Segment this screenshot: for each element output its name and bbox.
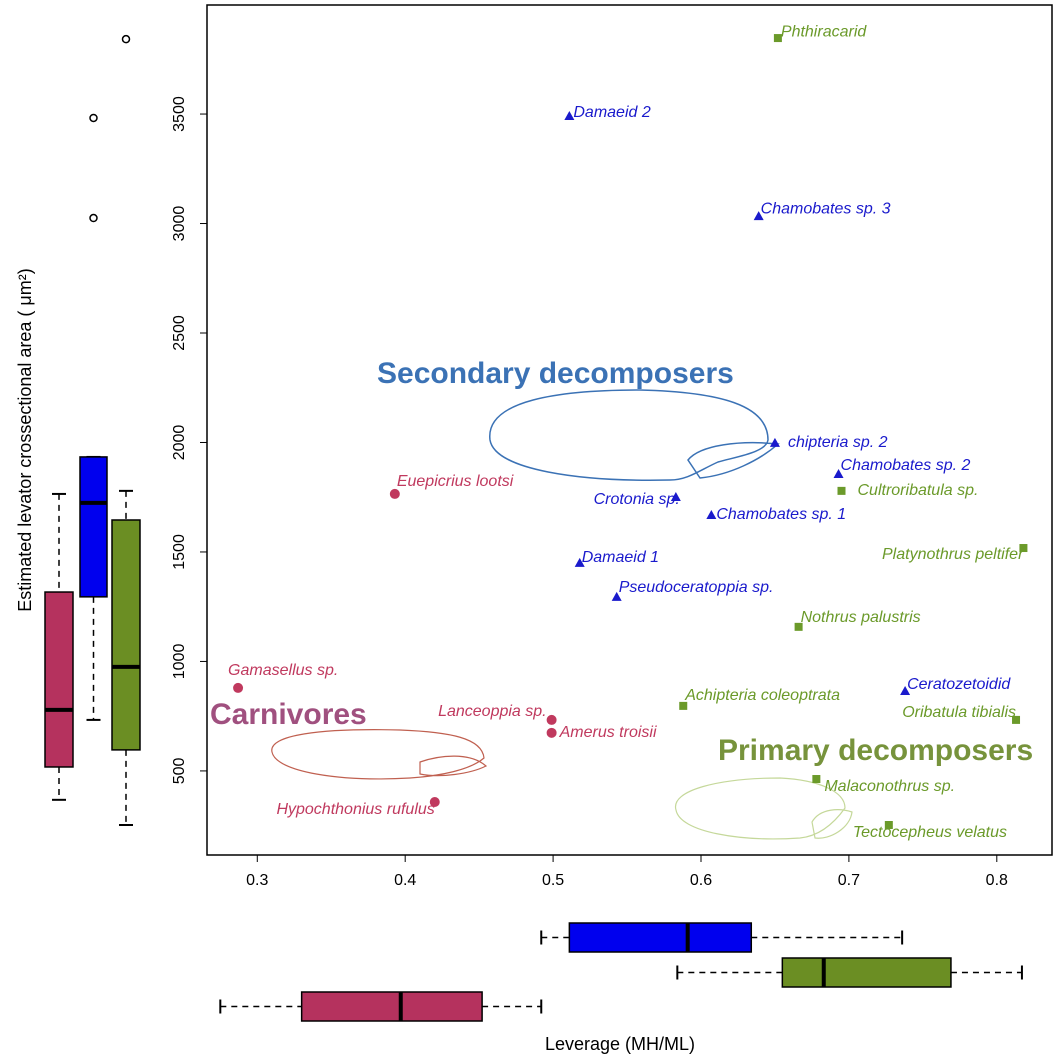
x-axis-label: Leverage (MH/ML) — [545, 1034, 695, 1054]
point-label: Hypochthonius rufulus — [276, 801, 434, 818]
box — [80, 457, 107, 597]
point-label: Malaconothrus sp. — [824, 778, 955, 795]
point — [233, 683, 243, 693]
group-label: Secondary decomposers — [377, 357, 734, 390]
x-tick-label: 0.3 — [246, 872, 268, 889]
y-tick-label: 1500 — [171, 534, 188, 570]
outlier — [123, 36, 130, 43]
box — [302, 992, 482, 1021]
point — [547, 715, 557, 725]
y-tick-label: 2500 — [171, 315, 188, 351]
point-label: Chamobates sp. 1 — [716, 506, 846, 523]
point — [390, 489, 400, 499]
group-label: Carnivores — [210, 698, 367, 731]
point-label: Ceratozetoidid — [907, 676, 1011, 693]
y-axis-label: Estimated levator crossectional area ( μ… — [15, 268, 35, 612]
point — [770, 438, 780, 447]
box — [45, 592, 73, 767]
point-label: Chamobates sp. 2 — [841, 457, 971, 474]
chart: 0.3 0.4 0.5 0.6 0.7 0.8 500 1000 1500 2000 2500 300… — [0, 0, 1053, 1055]
x-tick-label: 0.8 — [986, 872, 1008, 889]
point-label: Phthiracarid — [781, 23, 867, 40]
point-label: Damaeid 1 — [582, 549, 659, 566]
y-tick-label: 1000 — [171, 644, 188, 680]
y-tick-label: 500 — [171, 757, 188, 784]
x-tick-label: 0.4 — [394, 872, 416, 889]
carnivore-outline — [272, 730, 486, 779]
outlier — [90, 114, 97, 121]
point-label: Gamasellus sp. — [228, 662, 338, 679]
x-tick-label: 0.5 — [542, 872, 564, 889]
box — [782, 958, 951, 987]
point-label: Cultroribatula sp. — [858, 482, 979, 499]
point-label: Platynothrus peltifer — [882, 546, 1024, 563]
point-label: Damaeid 2 — [573, 104, 650, 121]
point — [838, 487, 846, 495]
point — [706, 510, 716, 519]
point-label: Pseudoceratoppia sp. — [619, 579, 774, 596]
box — [569, 923, 751, 952]
point-label: Chamobates sp. 3 — [761, 200, 891, 217]
point-label: chipteria sp. 2 — [788, 434, 888, 451]
point-label: Crotonia sp. — [594, 491, 680, 508]
secondary-outline — [490, 390, 778, 480]
point — [547, 728, 557, 738]
point-label: Amerus troisii — [559, 724, 657, 741]
group-label: Primary decomposers — [718, 734, 1033, 767]
outlier — [90, 215, 97, 222]
box — [112, 520, 140, 750]
x-tick-label: 0.6 — [690, 872, 712, 889]
y-tick-label: 3000 — [171, 206, 188, 242]
point — [812, 775, 820, 783]
y-tick-label: 3500 — [171, 96, 188, 132]
point-label: Euepicrius lootsi — [397, 473, 514, 490]
point-label: Achipteria coleoptrata — [684, 687, 840, 704]
point-label: Tectocepheus velatus — [853, 824, 1007, 841]
y-tick-label: 2000 — [171, 425, 188, 461]
point-label: Lanceoppia sp. — [438, 703, 547, 720]
point-label: Oribatula tibialis — [902, 704, 1016, 721]
x-tick-label: 0.7 — [838, 872, 860, 889]
point-label: Nothrus palustris — [801, 609, 921, 626]
